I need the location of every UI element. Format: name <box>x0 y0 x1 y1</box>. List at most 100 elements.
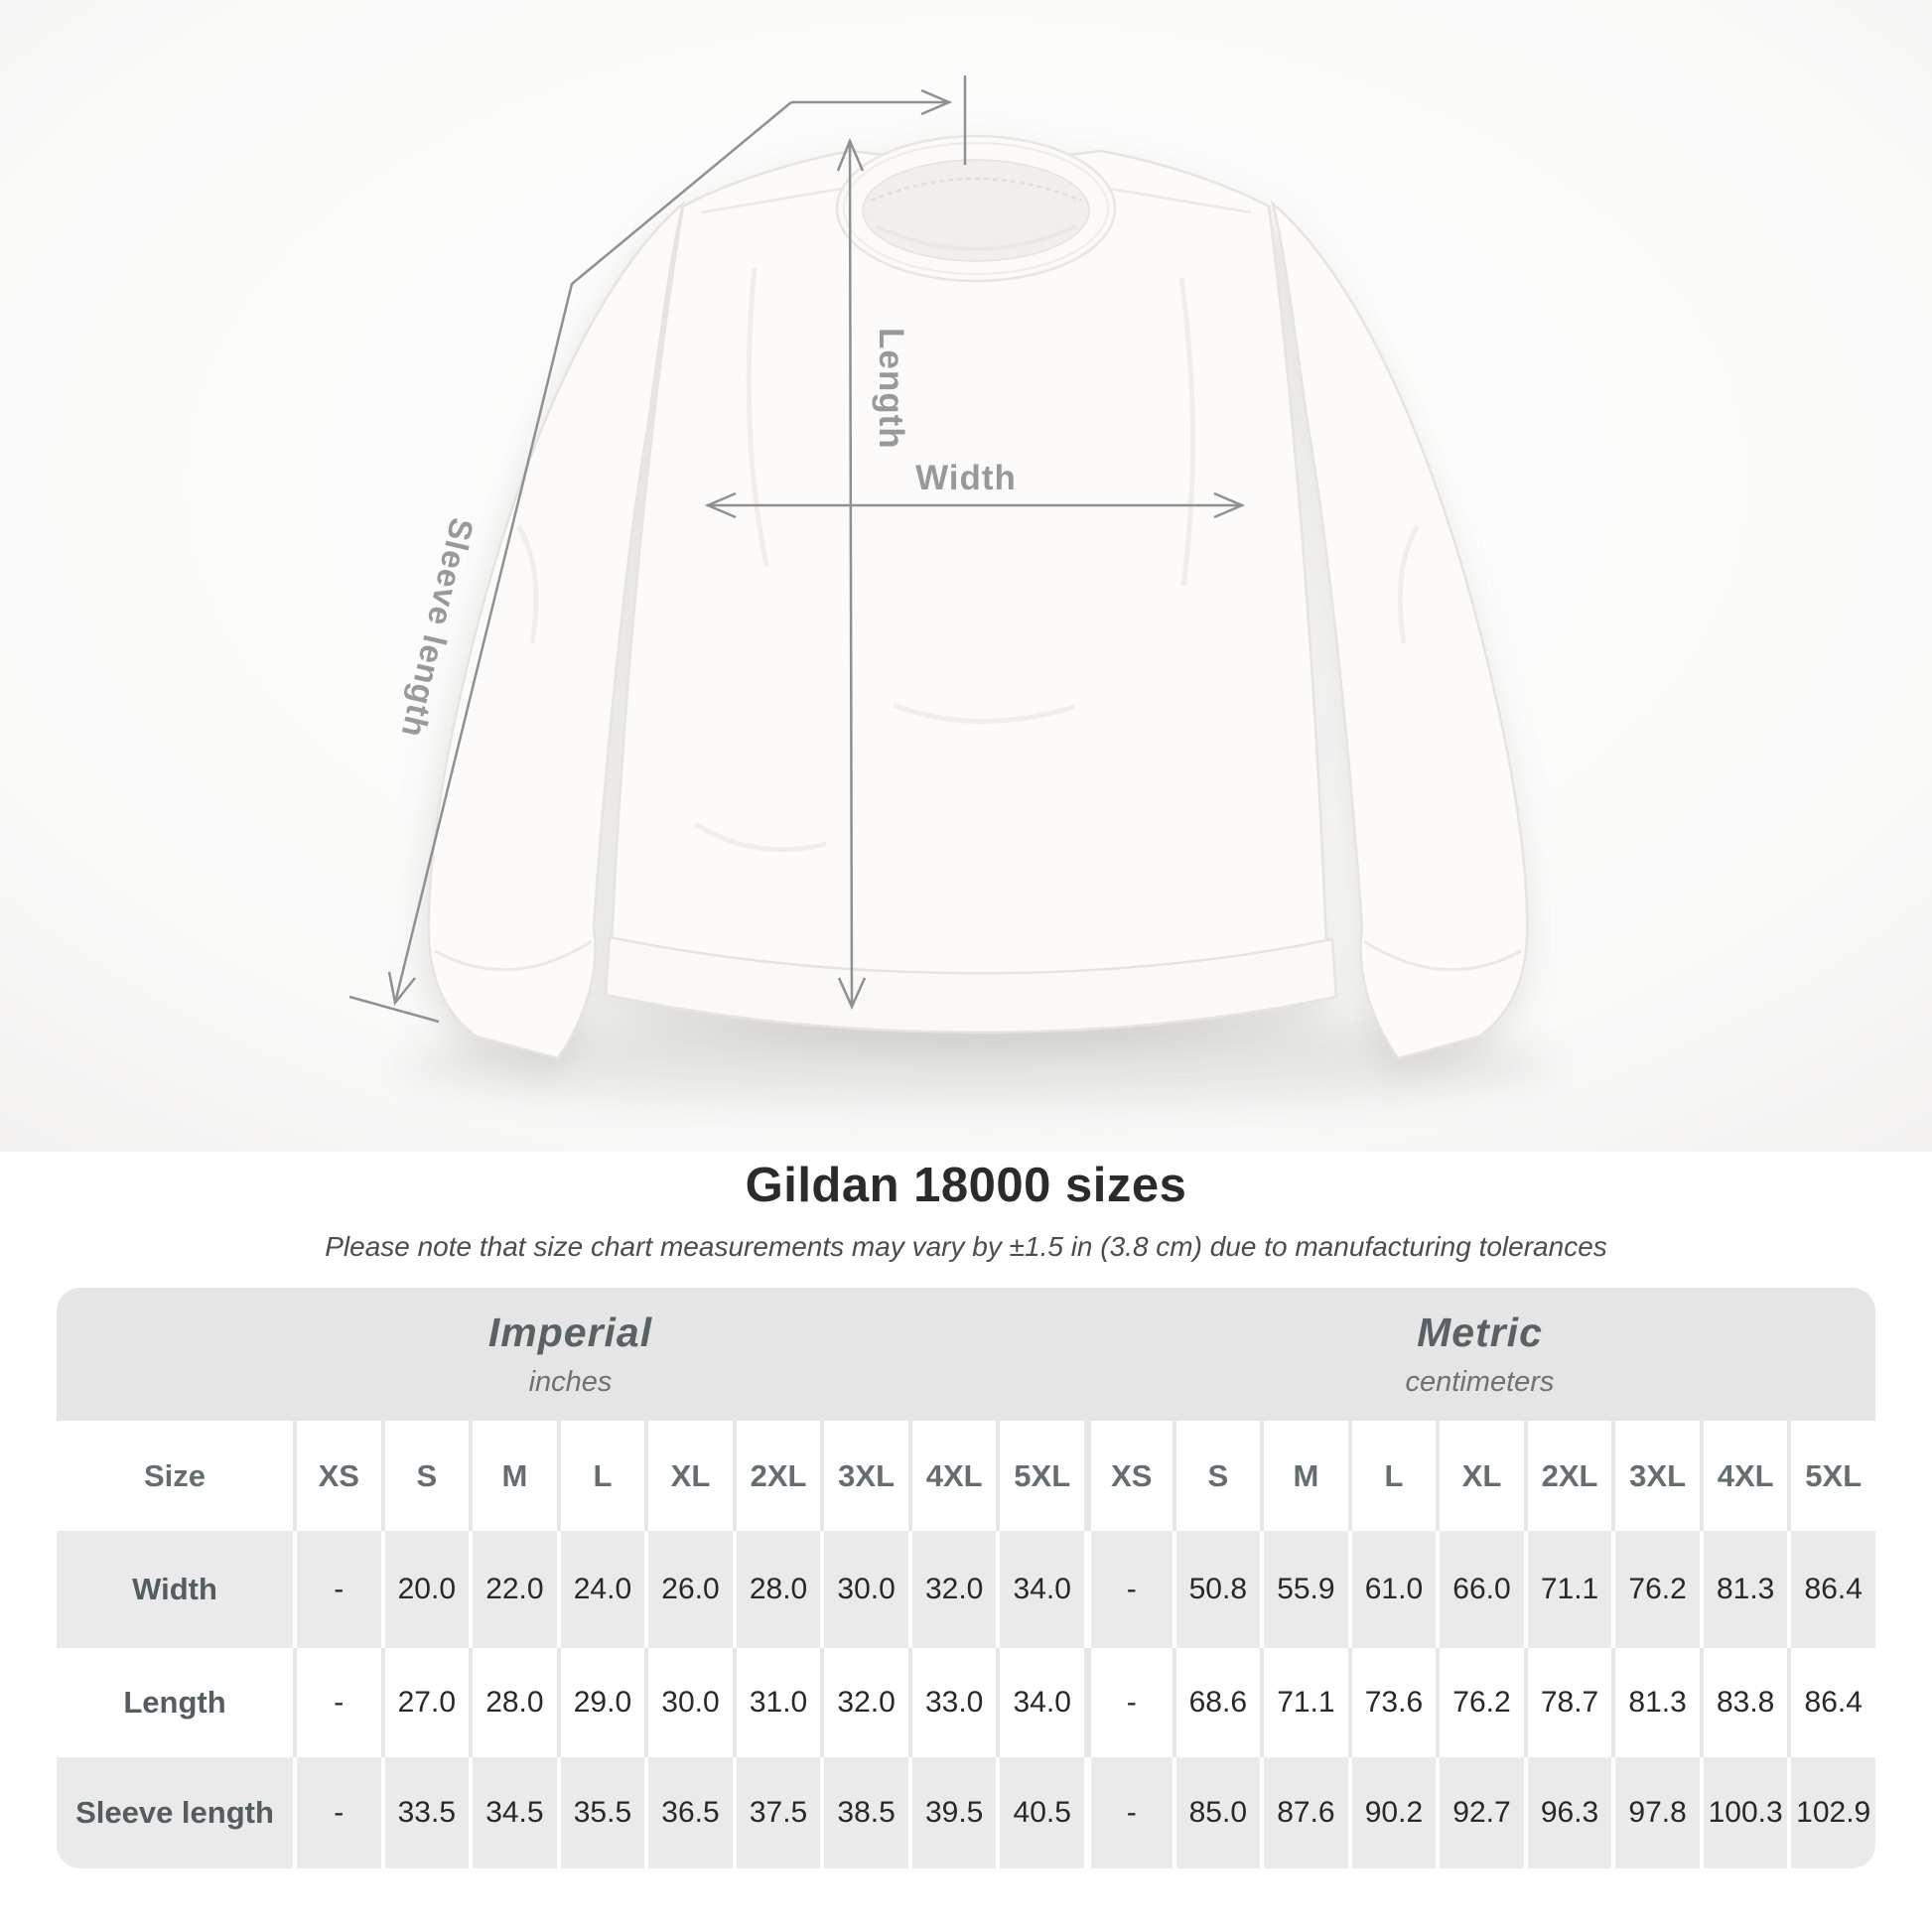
metric-value: 76.2 <box>1611 1531 1700 1648</box>
column-header-row: Size XS S M L XL 2XL 3XL 4XL 5XL XS S M L XL 2XL 3XL 4XL 5… <box>57 1421 1875 1531</box>
sweatshirt-diagram: Length Width Sleeve length <box>0 0 1932 1152</box>
imperial-value: 40.5 <box>996 1757 1084 1868</box>
metric-value: 81.3 <box>1611 1648 1700 1757</box>
imperial-col-header-xl: XL <box>644 1421 733 1531</box>
imperial-value: 22.0 <box>469 1531 557 1648</box>
size-table: Imperial inches Metric centimeters Size X… <box>57 1288 1875 1868</box>
sleeve-length-line <box>393 101 792 1004</box>
imperial-value: 32.0 <box>820 1648 908 1757</box>
measurements <box>348 75 1246 1024</box>
metric-value: 73.6 <box>1347 1648 1437 1757</box>
metric-value: 100.3 <box>1699 1757 1788 1868</box>
metric-value: 90.2 <box>1347 1757 1437 1868</box>
imperial-col-header-l: L <box>556 1421 645 1531</box>
metric-value: 102.9 <box>1787 1757 1875 1868</box>
metric-value: 66.0 <box>1436 1531 1524 1648</box>
page-title: Gildan 18000 sizes <box>745 1159 1187 1212</box>
imperial-value: 34.5 <box>469 1757 557 1868</box>
metric-col-header-3xl: 3XL <box>1611 1421 1700 1531</box>
back-neck-stitch <box>870 177 1082 203</box>
unit-group-imperial: Imperial inches <box>57 1288 1084 1421</box>
metric-value: 81.3 <box>1699 1531 1788 1648</box>
imperial-value: 34.0 <box>996 1531 1084 1648</box>
left-cuff-seam <box>434 939 593 972</box>
metric-value: 71.1 <box>1523 1531 1612 1648</box>
sweatshirt <box>427 134 1529 1060</box>
imperial-value: 27.0 <box>380 1648 470 1757</box>
metric-col-header-5xl: 5XL <box>1787 1421 1875 1531</box>
row-label: Length <box>123 1685 226 1720</box>
shoulder-arrowhead <box>920 88 953 116</box>
imperial-value: 20.0 <box>380 1531 470 1648</box>
data-row-length: Length -27.0 28.0 29.0 30.0 31.0 32.0 33.0 34.0-… <box>57 1648 1875 1757</box>
row-label: Sleeve length <box>75 1795 274 1830</box>
metric-value: 83.8 <box>1699 1648 1788 1757</box>
metric-unit-label: centimeters <box>1405 1366 1555 1398</box>
metric-col-header-2xl: 2XL <box>1523 1421 1612 1531</box>
imperial-value: 28.0 <box>469 1648 557 1757</box>
imperial-group-label: Imperial <box>487 1310 653 1355</box>
imperial-value: 30.0 <box>644 1648 733 1757</box>
imperial-value: 30.0 <box>820 1531 908 1648</box>
imperial-value: 33.5 <box>380 1757 470 1868</box>
metric-col-header-s: S <box>1172 1421 1261 1531</box>
metric-col-header-4xl: 4XL <box>1699 1421 1788 1531</box>
collar-opening <box>862 159 1090 262</box>
right-cuff-seam <box>1363 939 1522 972</box>
length-arrow-line <box>848 140 854 1008</box>
metric-value: 55.9 <box>1260 1531 1348 1648</box>
imperial-value: 28.0 <box>732 1531 821 1648</box>
metric-col-header-l: L <box>1347 1421 1437 1531</box>
data-row-width: Width -20.0 22.0 24.0 26.0 28.0 30.0 32.0 34.0-5… <box>57 1531 1875 1648</box>
imperial-col-header-5xl: 5XL <box>996 1421 1084 1531</box>
metric-value: 87.6 <box>1260 1757 1348 1868</box>
imperial-value: 29.0 <box>556 1648 645 1757</box>
collar-seam <box>843 142 1109 275</box>
metric-value: 97.8 <box>1611 1757 1700 1868</box>
metric-value: 76.2 <box>1436 1648 1524 1757</box>
length-measure-label: Length <box>872 328 910 450</box>
imperial-col-header-s: S <box>380 1421 470 1531</box>
imperial-col-header-2xl: 2XL <box>732 1421 821 1531</box>
size-corner-header: Size <box>143 1457 207 1493</box>
imperial-value: - <box>293 1648 381 1757</box>
unit-group-metric: Metric centimeters <box>1084 1288 1875 1421</box>
metric-value: - <box>1084 1648 1173 1757</box>
imperial-value: 39.5 <box>907 1757 997 1868</box>
imperial-col-header-4xl: 4XL <box>907 1421 997 1531</box>
imperial-value: 32.0 <box>907 1531 997 1648</box>
data-row-sleeve-length: Sleeve length -33.5 34.5 35.5 36.5 37.5 38.5 39… <box>57 1757 1875 1868</box>
metric-value: - <box>1084 1531 1173 1648</box>
metric-value: 78.7 <box>1523 1648 1612 1757</box>
imperial-value: 36.5 <box>644 1757 733 1868</box>
metric-value: 86.4 <box>1787 1648 1875 1757</box>
row-label: Width <box>132 1572 217 1606</box>
sleeve-end-tick <box>348 995 440 1024</box>
size-table-body: Size XS S M L XL 2XL 3XL 4XL 5XL XS S M L XL 2XL 3XL 4XL 5… <box>57 1421 1875 1868</box>
metric-value: 50.8 <box>1172 1531 1261 1648</box>
imperial-col-header-3xl: 3XL <box>820 1421 908 1531</box>
metric-value: 61.0 <box>1347 1531 1437 1648</box>
length-arrowhead-top <box>836 137 865 172</box>
imperial-value: 34.0 <box>996 1648 1084 1757</box>
metric-value: 86.4 <box>1787 1531 1875 1648</box>
metric-value: - <box>1084 1757 1173 1868</box>
metric-col-header-xs: XS <box>1084 1421 1173 1531</box>
metric-value: 85.0 <box>1172 1757 1261 1868</box>
imperial-value: 33.0 <box>907 1648 997 1757</box>
product-photo-section: Length Width Sleeve length <box>0 0 1932 1152</box>
imperial-unit-label: inches <box>528 1366 613 1398</box>
imperial-value: 24.0 <box>556 1531 645 1648</box>
collar-inner-shade <box>875 224 1077 251</box>
right-shoulder-seam <box>1085 183 1252 214</box>
imperial-value: 35.5 <box>556 1757 645 1868</box>
unit-group-band: Imperial inches Metric centimeters <box>57 1288 1875 1421</box>
metric-value: 92.7 <box>1436 1757 1524 1868</box>
metric-col-header-xl: XL <box>1436 1421 1524 1531</box>
imperial-value: - <box>293 1531 381 1648</box>
metric-group-label: Metric <box>1417 1310 1543 1355</box>
width-arrowhead-right <box>1213 491 1246 519</box>
sleeve-arrowhead <box>387 971 416 1006</box>
left-shoulder-seam <box>700 183 867 214</box>
metric-value: 71.1 <box>1260 1648 1348 1757</box>
